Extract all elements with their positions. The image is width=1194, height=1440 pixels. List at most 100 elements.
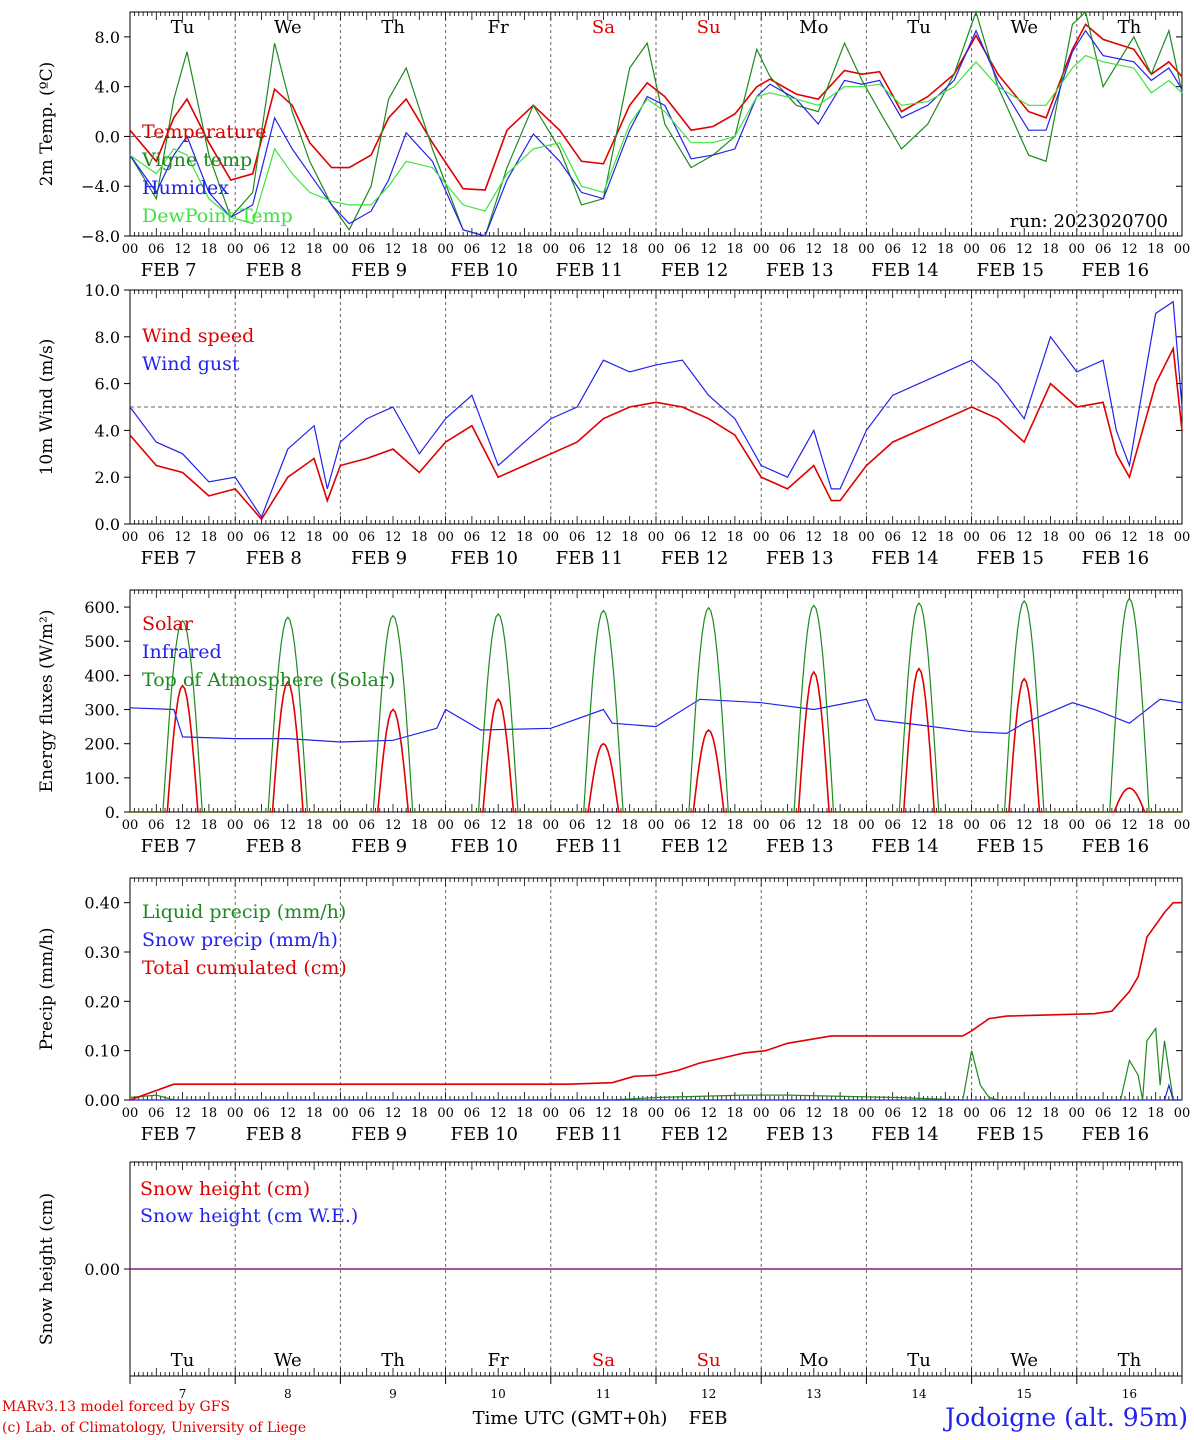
day-name: We (274, 1350, 302, 1371)
x-tick-label: 06 (1095, 818, 1112, 833)
day-name: Th (1118, 17, 1142, 38)
x-tick-label: 18 (1042, 818, 1059, 833)
x-tick-label: 00 (122, 530, 139, 545)
date-label: FEB 11 (556, 1124, 623, 1145)
x-tick-label: 18 (832, 242, 849, 257)
day-name: We (1010, 17, 1038, 38)
x-tick-label: 18 (201, 1106, 218, 1121)
x-tick-label: 12 (595, 818, 612, 833)
run-label: run: 2023020700 (1010, 211, 1168, 232)
y-tick-label: 8.0 (95, 328, 120, 347)
date-label: FEB 10 (450, 260, 517, 281)
day-name: Mo (799, 1350, 828, 1371)
x-tick-label: 06 (358, 818, 375, 833)
date-label: FEB 12 (661, 260, 728, 281)
x-tick-label: 18 (1147, 530, 1164, 545)
date-label: FEB 9 (351, 1124, 407, 1145)
day-name: Sa (592, 1350, 615, 1371)
x-tick-label: 12 (280, 1106, 297, 1121)
y-tick-label: 0.30 (84, 943, 120, 962)
date-label: FEB 7 (141, 1124, 197, 1145)
x-tick-label: 00 (648, 818, 665, 833)
date-label: FEB 14 (871, 1124, 938, 1145)
date-label: FEB 12 (661, 548, 728, 569)
x-tick-label: 06 (569, 530, 586, 545)
date-label: FEB 12 (661, 836, 728, 857)
date-label: FEB 13 (766, 548, 833, 569)
y-tick-label: 500. (84, 632, 120, 651)
x-tick-label: 12 (490, 1106, 507, 1121)
lab-credit: (c) Lab. of Climatology, University of L… (2, 1420, 307, 1436)
model-credit: MARv3.13 model forced by GFS (2, 1399, 231, 1415)
x-tick-label: 18 (832, 818, 849, 833)
legend-entry: Humidex (142, 177, 229, 199)
y-axis-label: 10m Wind (m/s) (37, 339, 57, 476)
x-tick-label: 12 (1121, 1106, 1138, 1121)
x-tick-label: 12 (1016, 530, 1033, 545)
y-tick-label: 0.00 (84, 1260, 120, 1279)
x-tick-label: 12 (280, 530, 297, 545)
date-label: FEB 13 (766, 836, 833, 857)
y-tick-label: 0. (105, 803, 120, 822)
date-label: FEB 10 (450, 836, 517, 857)
x-tick-label: 12 (700, 1106, 717, 1121)
x-tick-label: 18 (1147, 1106, 1164, 1121)
date-label: FEB 14 (871, 836, 938, 857)
x-tick-label: 12 (174, 242, 191, 257)
x-tick-label: 12 (174, 1106, 191, 1121)
x-tick-label: 06 (674, 242, 691, 257)
x-tick-label: 06 (464, 818, 481, 833)
x-tick-label: 12 (806, 1106, 823, 1121)
x-tick-label: 12 (806, 242, 823, 257)
x-tick-label: 12 (385, 818, 402, 833)
date-label: FEB 9 (351, 836, 407, 857)
legend-entry: Wind speed (142, 325, 254, 347)
date-label: FEB 8 (246, 548, 302, 569)
x-tick-label: 06 (148, 242, 165, 257)
x-tick-label: 18 (832, 1106, 849, 1121)
date-label: FEB 9 (351, 548, 407, 569)
x-tick-label: 12 (1016, 1106, 1033, 1121)
legend-entry: Total cumulated (cm) (142, 957, 347, 979)
x-tick-label: 06 (148, 530, 165, 545)
date-label: FEB 9 (351, 260, 407, 281)
x-tick-label: 00 (1069, 530, 1086, 545)
x-tick-label: 00 (963, 242, 980, 257)
y-tick-label: −4.0 (81, 177, 120, 196)
y-tick-label: 300. (84, 701, 120, 720)
x-tick-label: 12 (911, 818, 928, 833)
x-tick-label: 06 (779, 530, 796, 545)
x-tick-label: 18 (516, 530, 533, 545)
date-label: FEB 16 (1082, 548, 1149, 569)
x-tick-label: 06 (1095, 242, 1112, 257)
x-tick-label: 00 (227, 530, 244, 545)
x-tick-label: 00 (858, 530, 875, 545)
x-tick-label: 12 (700, 530, 717, 545)
x-tick-label: 06 (990, 242, 1007, 257)
date-label: FEB 13 (766, 1124, 833, 1145)
x-tick-label: 00 (543, 1106, 560, 1121)
x-tick-label: 00 (963, 530, 980, 545)
legend-entry: Snow height (cm) (140, 1178, 310, 1200)
x-tick-label: 06 (779, 1106, 796, 1121)
x-tick-label: 06 (358, 530, 375, 545)
x-tick-label: 18 (306, 530, 323, 545)
series-line (129, 300, 1183, 519)
day-name: Su (697, 17, 721, 38)
x-tick-label: 18 (621, 818, 638, 833)
x-tick-label: 18 (621, 530, 638, 545)
y-tick-label: 4.0 (95, 421, 120, 440)
series-line (130, 597, 1182, 813)
legend-entry: Infrared (142, 641, 222, 663)
x-tick-label: 06 (253, 242, 270, 257)
x-tick-label: 00 (1069, 1106, 1086, 1121)
x-tick-label: 00 (753, 242, 770, 257)
x-tick-label: 06 (1095, 530, 1112, 545)
x-tick-label: 00 (437, 530, 454, 545)
x-tick-label: 06 (990, 818, 1007, 833)
series-line (129, 23, 1183, 191)
date-label: FEB 10 (450, 548, 517, 569)
series-line (129, 1026, 1182, 1101)
x-tick-label: 18 (411, 818, 428, 833)
x-tick-label: 18 (1147, 242, 1164, 257)
